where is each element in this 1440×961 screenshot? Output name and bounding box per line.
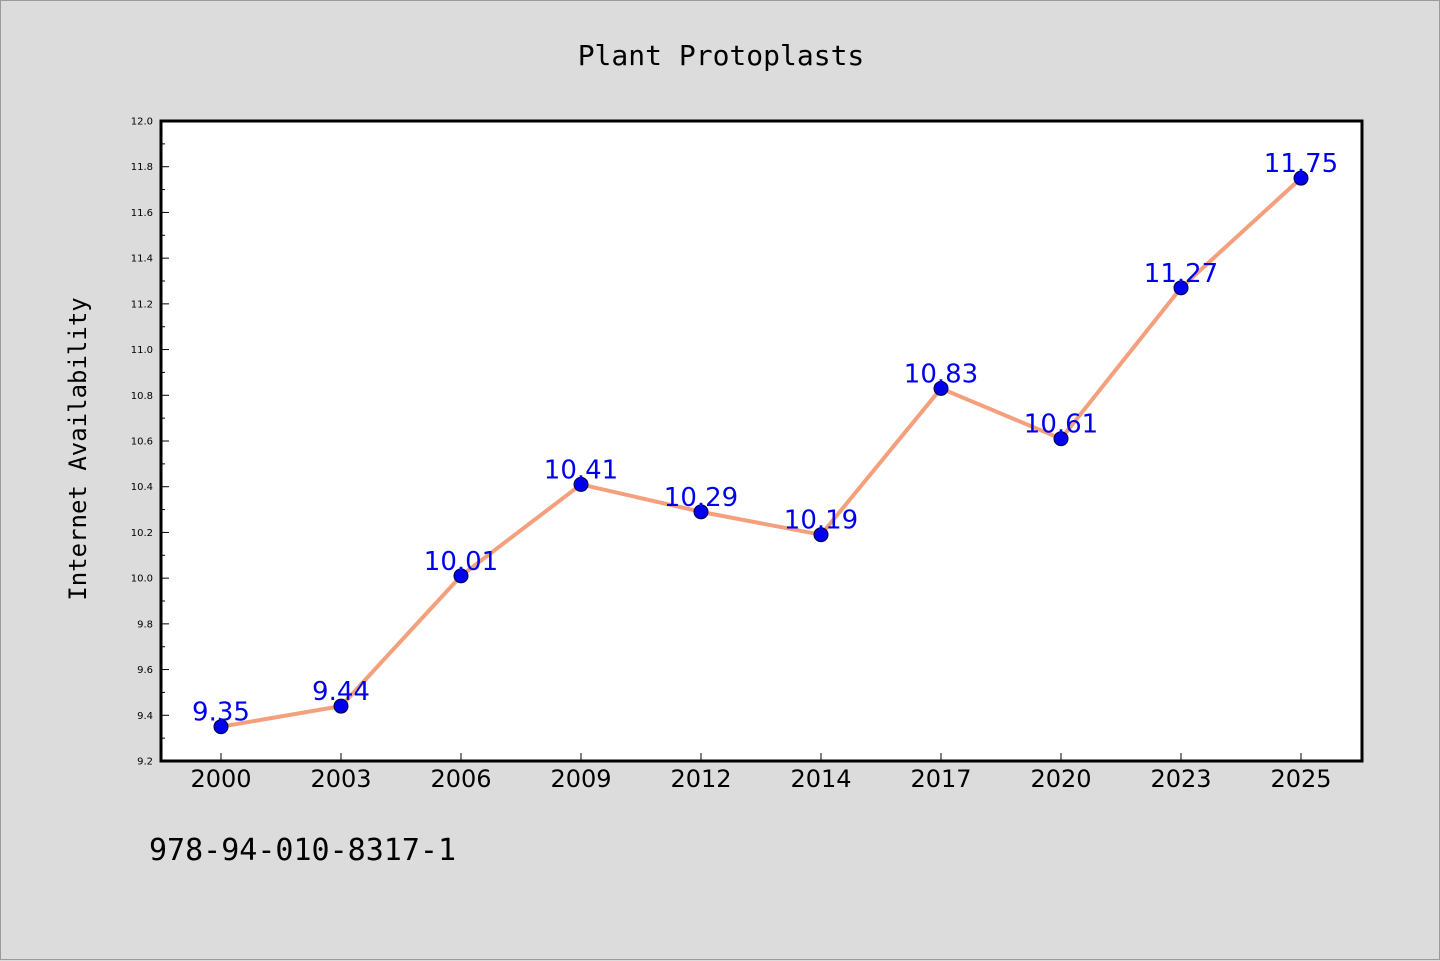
y-tick-label: 11.8 bbox=[131, 162, 153, 173]
data-point bbox=[813, 527, 829, 543]
data-label: 10.83 bbox=[904, 359, 978, 389]
isbn-code: 978-94-010-8317-1 bbox=[149, 833, 457, 868]
data-point bbox=[1173, 280, 1189, 296]
y-tick-label: 12.0 bbox=[131, 117, 153, 128]
x-axis-ticks: 2000 2003 2006 2009 2012 2014 2017 2020 2023 2025 bbox=[190, 753, 1332, 793]
x-tick-label: 2000 bbox=[190, 765, 251, 793]
series-layer bbox=[213, 170, 1309, 735]
x-tick-label: 2023 bbox=[1150, 765, 1211, 793]
data-label: 10.61 bbox=[1024, 410, 1098, 440]
data-point bbox=[333, 698, 349, 714]
x-tick-label: 2020 bbox=[1030, 765, 1091, 793]
data-point bbox=[1053, 431, 1069, 447]
y-tick-label: 10.6 bbox=[131, 437, 153, 448]
x-tick-label: 2012 bbox=[670, 765, 731, 793]
data-labels-layer: 9.35 9.44 10.01 10.41 10.29 10.19 10.83 10.61 11… bbox=[192, 149, 1338, 728]
data-label: 11.75 bbox=[1264, 149, 1338, 179]
y-tick-label: 11.4 bbox=[131, 254, 153, 265]
y-tick-label: 9.8 bbox=[137, 619, 153, 630]
y-tick-label: 10.2 bbox=[131, 528, 153, 539]
x-tick-label: 2017 bbox=[910, 765, 971, 793]
series-line bbox=[219, 176, 1303, 729]
data-point bbox=[213, 719, 229, 735]
data-label: 10.29 bbox=[664, 483, 738, 513]
data-point bbox=[933, 380, 949, 396]
y-tick-label: 9.4 bbox=[137, 711, 153, 722]
data-label: 9.44 bbox=[312, 677, 370, 707]
y-tick-label: 9.2 bbox=[137, 757, 153, 768]
y-tick-label: 11.6 bbox=[131, 208, 153, 219]
data-point bbox=[453, 568, 469, 584]
data-point bbox=[1293, 170, 1309, 186]
data-point bbox=[693, 504, 709, 520]
data-label: 10.01 bbox=[424, 547, 498, 577]
y-tick-label: 11.0 bbox=[131, 345, 153, 356]
x-tick-label: 2009 bbox=[550, 765, 611, 793]
data-label: 10.41 bbox=[544, 455, 618, 485]
chart-title: Plant Protoplasts bbox=[578, 39, 865, 72]
data-label: 11.27 bbox=[1144, 259, 1218, 289]
plot-area bbox=[159, 119, 1364, 763]
y-tick-label: 10.4 bbox=[131, 482, 153, 493]
y-tick-label: 11.2 bbox=[131, 299, 153, 310]
y-tick-label: 10.0 bbox=[131, 574, 153, 585]
data-point bbox=[573, 476, 589, 492]
data-label: 10.19 bbox=[784, 506, 858, 536]
y-axis-ticks: 9.2 9.4 9.6 9.8 10.0 10.2 10.4 10.6 10.8 11.0 11.2… bbox=[131, 117, 169, 768]
y-axis-label: Internet Availability bbox=[64, 297, 92, 600]
x-tick-label: 2003 bbox=[310, 765, 371, 793]
data-label: 9.35 bbox=[192, 698, 250, 728]
x-tick-label: 2014 bbox=[790, 765, 851, 793]
x-tick-label: 2006 bbox=[430, 765, 491, 793]
x-tick-label: 2025 bbox=[1270, 765, 1331, 793]
y-tick-label: 9.6 bbox=[137, 665, 153, 676]
y-tick-label: 10.8 bbox=[131, 391, 153, 402]
